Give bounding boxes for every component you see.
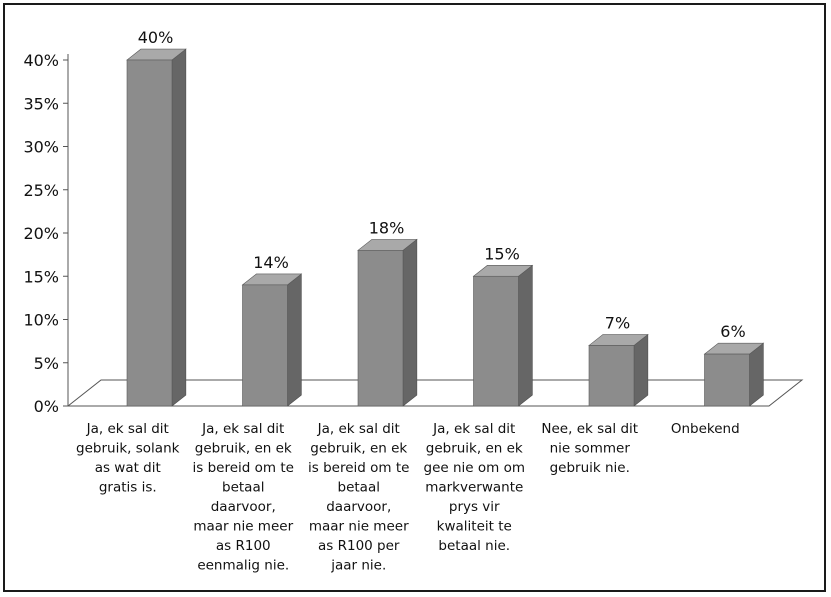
category-label-line: kwaliteit te bbox=[437, 519, 512, 535]
bar bbox=[126, 48, 187, 407]
bar bbox=[703, 342, 765, 407]
bar-chart: 0% 5% 10% 15% 20% 25% 30% 35% 40% 40% 14% 18% 15% 7%… bbox=[23, 28, 804, 574]
bar bbox=[472, 264, 534, 407]
category-label-line: maar nie meer bbox=[193, 519, 293, 535]
category-label-line: betaal nie. bbox=[438, 538, 510, 554]
data-label: 40% bbox=[138, 28, 174, 47]
category-label-line: jaar nie. bbox=[330, 558, 386, 574]
category-label-line: betaal bbox=[338, 480, 380, 496]
category-label-line: gebruik nie. bbox=[550, 460, 630, 476]
category-label-line: gee nie om om bbox=[424, 460, 526, 476]
bars bbox=[126, 48, 765, 407]
category-labels: Ja, ek sal dit gebruik, solank as wat dit g… bbox=[76, 421, 740, 574]
bar-side bbox=[171, 48, 187, 407]
category-label-line: is bereid om te bbox=[193, 460, 294, 476]
y-tick-label: 5% bbox=[34, 354, 59, 373]
category-label-line: eenmalig nie. bbox=[197, 558, 289, 574]
bar bbox=[357, 238, 418, 407]
data-label: 6% bbox=[720, 322, 745, 341]
data-labels: 40% 14% 18% 15% 7% 6% bbox=[138, 28, 746, 341]
bar-front bbox=[704, 353, 750, 407]
category-label-line: Ja, ek sal dit bbox=[201, 421, 284, 437]
bar-front bbox=[473, 275, 519, 407]
y-tick-label: 20% bbox=[23, 224, 59, 243]
category-label-line: daarvoor, bbox=[211, 499, 276, 515]
category-label: Onbekend bbox=[671, 421, 740, 437]
category-label: Ja, ek sal dit gebruik, en ek is bereid om… bbox=[193, 421, 294, 574]
category-label: Ja, ek sal dit gebruik, en ek gee nie om o… bbox=[424, 421, 526, 554]
y-tick-label: 10% bbox=[23, 311, 59, 330]
bar bbox=[588, 333, 649, 407]
bar-front bbox=[126, 59, 173, 407]
bar-side bbox=[518, 264, 533, 407]
y-tick-label: 30% bbox=[23, 138, 59, 157]
data-label: 15% bbox=[484, 244, 520, 263]
category-label-line: gebruik, en ek bbox=[195, 441, 292, 457]
y-tick-label: 25% bbox=[23, 181, 59, 200]
chart-frame: 0% 5% 10% 15% 20% 25% 30% 35% 40% 40% 14% 18% 15% 7%… bbox=[3, 3, 826, 592]
bar-front bbox=[357, 250, 404, 407]
y-tick-label: 15% bbox=[23, 267, 59, 286]
category-label: Nee, ek sal dit nie sommer gebruik nie. bbox=[541, 421, 638, 476]
y-axis: 0% 5% 10% 15% 20% 25% 30% 35% 40% bbox=[23, 51, 69, 416]
category-label: Ja, ek sal dit gebruik, en ek is bereid om… bbox=[308, 421, 409, 574]
y-tick-label: 40% bbox=[23, 51, 59, 70]
data-label: 18% bbox=[369, 218, 405, 237]
data-label: 14% bbox=[253, 253, 289, 272]
category-label-line: gratis is. bbox=[99, 480, 157, 496]
category-label-line: maar nie meer bbox=[309, 519, 409, 535]
category-label-line: as wat dit bbox=[95, 460, 161, 476]
category-label-line: betaal bbox=[222, 480, 264, 496]
category-label-line: Ja, ek sal dit bbox=[86, 421, 169, 437]
category-label-line: nie sommer bbox=[550, 441, 631, 457]
category-label-line: gebruik, en ek bbox=[426, 441, 523, 457]
bar-front bbox=[588, 345, 635, 407]
category-label-line: is bereid om te bbox=[308, 460, 409, 476]
y-tick-label: 0% bbox=[34, 397, 59, 416]
category-label-line: gebruik, solank bbox=[76, 441, 180, 457]
category-label-line: gebruik, en ek bbox=[310, 441, 407, 457]
category-label-line: Ja, ek sal dit bbox=[317, 421, 400, 437]
category-label-line: as R100 per bbox=[318, 538, 400, 554]
bar-side bbox=[402, 238, 418, 407]
bar bbox=[241, 273, 303, 407]
data-label: 7% bbox=[605, 313, 630, 332]
bar-front bbox=[242, 284, 288, 407]
category-label: Ja, ek sal dit gebruik, solank as wat dit g… bbox=[76, 421, 180, 496]
y-tick-label: 35% bbox=[23, 94, 59, 113]
category-label-line: as R100 bbox=[216, 538, 271, 554]
category-label-line: Nee, ek sal dit bbox=[541, 421, 638, 437]
category-label-line: daarvoor, bbox=[326, 499, 391, 515]
bar-side bbox=[287, 273, 302, 407]
bar-side bbox=[633, 333, 649, 407]
category-label-line: Ja, ek sal dit bbox=[432, 421, 515, 437]
category-label-line: markverwante bbox=[425, 480, 523, 496]
category-label-line: prys vir bbox=[449, 499, 500, 515]
category-label-line: Onbekend bbox=[671, 421, 740, 437]
